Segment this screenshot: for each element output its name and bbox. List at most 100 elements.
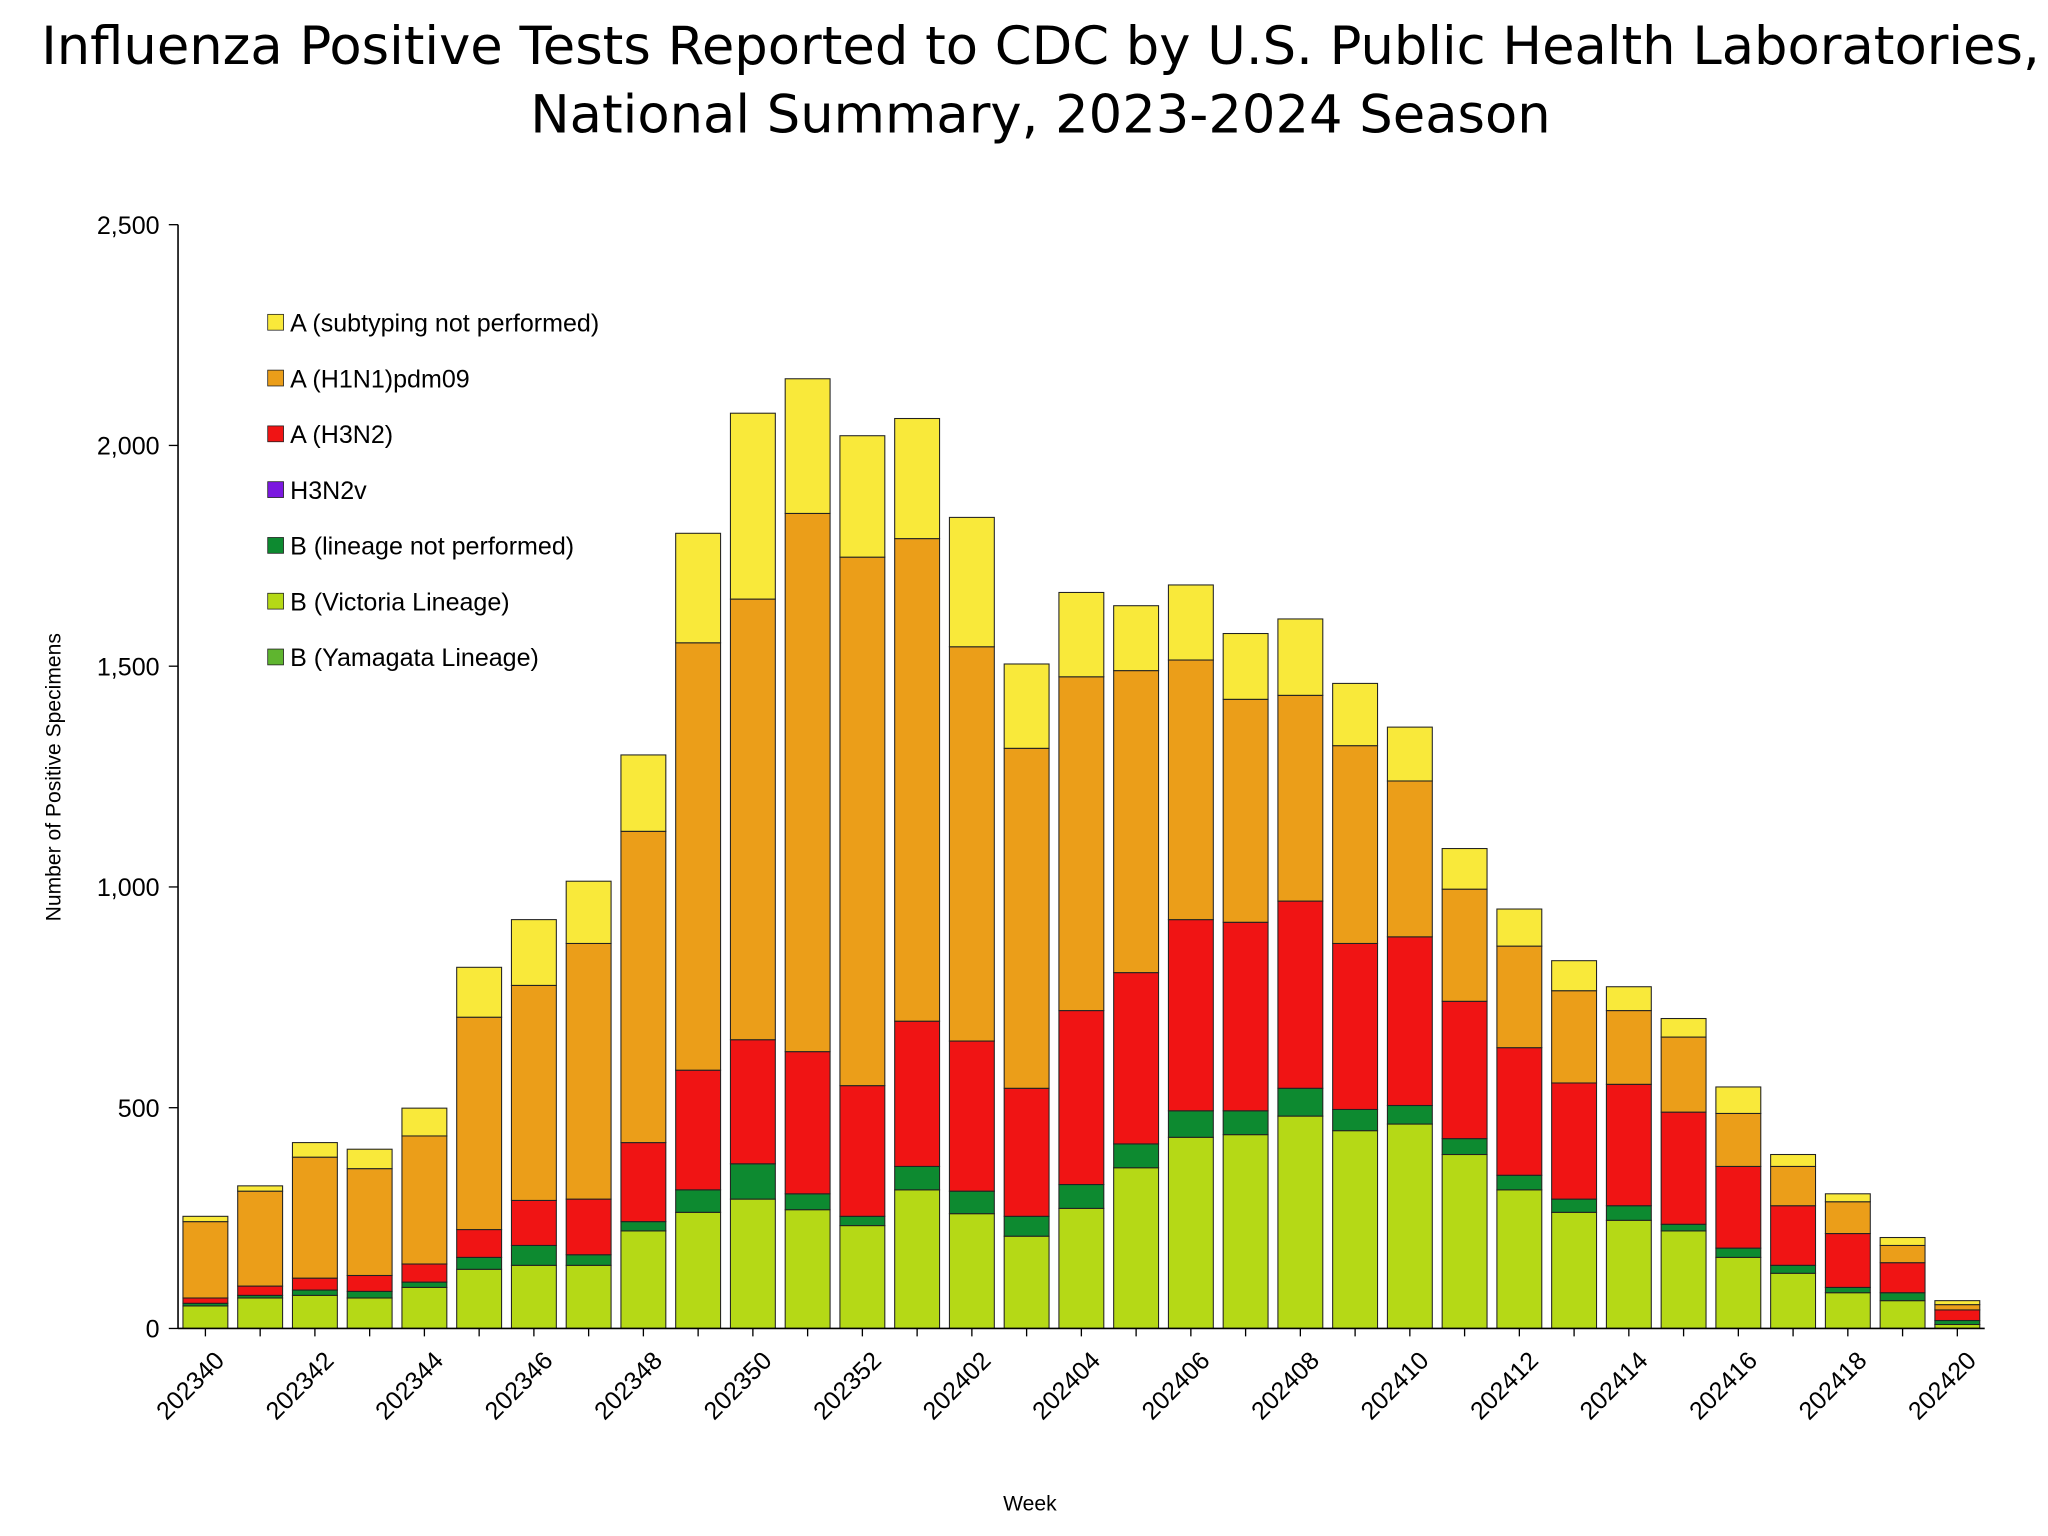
bar-segment xyxy=(1222,921,1269,1112)
bar-segment xyxy=(565,1264,612,1329)
bar-segment xyxy=(1660,1036,1707,1113)
bar-segment xyxy=(1332,1108,1379,1132)
x-tick-label: 202342 xyxy=(261,1346,340,1425)
bar-segment xyxy=(675,1069,722,1191)
bar-segment xyxy=(894,538,941,1022)
bar-segment xyxy=(1879,1300,1926,1329)
bar-segment xyxy=(784,378,831,514)
bar-segment xyxy=(1605,1010,1652,1085)
bar-segment xyxy=(510,1244,557,1266)
x-tick-label: 202412 xyxy=(1465,1346,1544,1425)
bar-segment xyxy=(784,1193,831,1211)
bar-segment xyxy=(1605,1219,1652,1329)
bar-segment xyxy=(1222,1110,1269,1136)
x-tick-label: 202420 xyxy=(1903,1346,1982,1425)
bar-segment xyxy=(510,984,557,1201)
bar-segment xyxy=(1441,1000,1488,1140)
x-tick-label: 202348 xyxy=(589,1346,668,1425)
bar-segment xyxy=(1222,632,1269,700)
legend-label: A (H3N2) xyxy=(290,421,393,449)
bar-segment xyxy=(291,1156,338,1279)
bar-segment xyxy=(182,1215,229,1223)
bar-segment xyxy=(675,642,722,1071)
bar-segment xyxy=(784,512,831,1053)
bar-segment xyxy=(1277,618,1324,696)
bar-segment xyxy=(839,1225,886,1329)
bar-segment xyxy=(1496,1174,1543,1191)
bar-segment xyxy=(1551,1211,1598,1329)
y-tick-label: 2,500 xyxy=(97,212,160,240)
legend-label: A (H1N1)pdm09 xyxy=(290,365,470,393)
bar-segment xyxy=(1551,1198,1598,1213)
bar-segment xyxy=(1386,936,1433,1107)
bar-segment xyxy=(346,1168,393,1277)
bar-segment xyxy=(1058,1207,1105,1329)
bar-segment xyxy=(565,1254,612,1266)
bar-segment xyxy=(1934,1319,1981,1326)
bar-segment xyxy=(456,1268,503,1329)
bar-segment xyxy=(1660,1230,1707,1329)
bar-segment xyxy=(620,1221,667,1232)
bar-segment xyxy=(565,1198,612,1256)
bar-segment xyxy=(237,1185,284,1192)
legend-swatch xyxy=(267,648,284,666)
x-tick-label: 202340 xyxy=(151,1346,230,1425)
bar-segment xyxy=(1934,1300,1981,1306)
bar-segment xyxy=(456,1229,503,1258)
bar-segment xyxy=(1113,605,1160,672)
legend-swatch xyxy=(267,481,284,498)
bar-segment xyxy=(839,556,886,1087)
bar-segment xyxy=(675,1189,722,1213)
bar-segment xyxy=(291,1294,338,1329)
bar-segment xyxy=(237,1285,284,1296)
bar-segment xyxy=(1660,1223,1707,1232)
bar-segment xyxy=(839,1215,886,1227)
bar-segment xyxy=(675,1211,722,1329)
bar-segment xyxy=(1770,1153,1817,1167)
y-tick-label: 2,000 xyxy=(97,433,160,461)
bar-segment xyxy=(1879,1262,1926,1294)
bar-segment xyxy=(894,1165,941,1191)
bar-segment xyxy=(456,1016,503,1231)
x-tick-label: 202408 xyxy=(1246,1346,1325,1425)
bar-segment xyxy=(1715,1247,1762,1258)
bar-segment xyxy=(894,1020,941,1167)
bar-segment xyxy=(1441,848,1488,890)
legend-label: B (Yamagata Lineage) xyxy=(290,644,539,672)
bar-segment xyxy=(620,754,667,832)
bar-segment xyxy=(401,1135,448,1265)
x-tick-label: 202352 xyxy=(808,1346,887,1425)
bar-segment xyxy=(620,1230,667,1329)
bar-segment xyxy=(1879,1292,1926,1302)
bar-segment xyxy=(1003,663,1050,749)
bar-segment xyxy=(1496,1189,1543,1329)
bar-segment xyxy=(1551,960,1598,992)
bar-segment xyxy=(237,1297,284,1329)
bar-segment xyxy=(1167,659,1214,921)
bar-segment xyxy=(1386,726,1433,782)
bar-segment xyxy=(1058,1184,1105,1209)
x-tick-label: 202350 xyxy=(699,1346,778,1425)
bar-segment xyxy=(1824,1286,1871,1294)
bar-segment xyxy=(675,532,722,644)
bar-segment xyxy=(1167,584,1214,661)
bar-segment xyxy=(182,1305,229,1329)
bar-segment xyxy=(1003,1235,1050,1329)
bar-segment xyxy=(1386,1123,1433,1329)
bar-segment xyxy=(948,1040,995,1192)
bar-segment xyxy=(291,1277,338,1291)
bar-segment xyxy=(1770,1264,1817,1274)
x-tick-label: 202346 xyxy=(480,1346,559,1425)
bar-segment xyxy=(1058,676,1105,1012)
bar-segment xyxy=(1551,1082,1598,1200)
bar-segment xyxy=(346,1297,393,1329)
bar-segment xyxy=(1167,1110,1214,1138)
bar-segment xyxy=(1386,780,1433,938)
x-tick-label: 202414 xyxy=(1575,1346,1654,1425)
legend-label: H3N2v xyxy=(290,477,367,505)
bar-segment xyxy=(729,1198,776,1329)
bar-segment xyxy=(1879,1236,1926,1246)
bar-segment xyxy=(784,1051,831,1195)
x-tick-label: 202404 xyxy=(1027,1346,1106,1425)
bar-segment xyxy=(1496,945,1543,1049)
